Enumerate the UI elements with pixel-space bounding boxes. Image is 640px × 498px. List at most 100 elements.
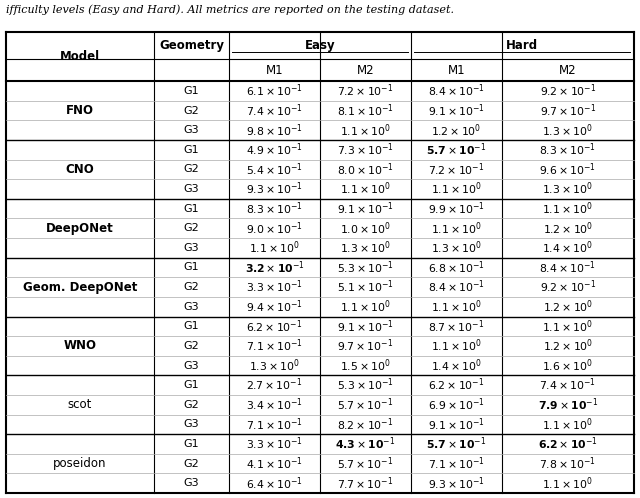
Text: ifficulty levels (Easy and Hard). All metrics are reported on the testing datase: ifficulty levels (Easy and Hard). All me… xyxy=(6,4,454,15)
Text: $1.1 \times 10^{0}$: $1.1 \times 10^{0}$ xyxy=(249,240,300,256)
Text: M2: M2 xyxy=(559,64,577,77)
Text: $1.5 \times 10^{0}$: $1.5 \times 10^{0}$ xyxy=(340,357,391,374)
Text: $1.1 \times 10^{0}$: $1.1 \times 10^{0}$ xyxy=(340,181,391,197)
Text: $1.1 \times 10^{0}$: $1.1 \times 10^{0}$ xyxy=(340,298,391,315)
Text: $1.1 \times 10^{0}$: $1.1 \times 10^{0}$ xyxy=(542,475,593,492)
Text: $6.1 \times 10^{-1}$: $6.1 \times 10^{-1}$ xyxy=(246,83,303,99)
Text: $8.4 \times 10^{-1}$: $8.4 \times 10^{-1}$ xyxy=(540,259,596,276)
Text: CNO: CNO xyxy=(66,163,95,176)
Text: G3: G3 xyxy=(184,302,199,312)
Text: $1.4 \times 10^{0}$: $1.4 \times 10^{0}$ xyxy=(542,240,593,256)
Text: $9.1 \times 10^{-1}$: $9.1 \times 10^{-1}$ xyxy=(337,318,394,335)
Text: $8.1 \times 10^{-1}$: $8.1 \times 10^{-1}$ xyxy=(337,102,394,119)
Text: $9.3 \times 10^{-1}$: $9.3 \times 10^{-1}$ xyxy=(246,181,303,197)
Text: $6.2 \times 10^{-1}$: $6.2 \times 10^{-1}$ xyxy=(428,377,484,393)
Text: G2: G2 xyxy=(184,106,199,116)
Text: $9.3 \times 10^{-1}$: $9.3 \times 10^{-1}$ xyxy=(428,475,485,492)
Text: $8.0 \times 10^{-1}$: $8.0 \times 10^{-1}$ xyxy=(337,161,394,178)
Text: poseidon: poseidon xyxy=(53,457,107,470)
Text: $9.1 \times 10^{-1}$: $9.1 \times 10^{-1}$ xyxy=(428,416,485,433)
Text: $6.4 \times 10^{-1}$: $6.4 \times 10^{-1}$ xyxy=(246,475,303,492)
Text: G1: G1 xyxy=(184,439,199,449)
Text: $1.2 \times 10^{0}$: $1.2 \times 10^{0}$ xyxy=(431,122,481,138)
Text: $5.7 \times 10^{-1}$: $5.7 \times 10^{-1}$ xyxy=(337,396,394,413)
Text: $9.7 \times 10^{-1}$: $9.7 \times 10^{-1}$ xyxy=(540,102,596,119)
Text: M1: M1 xyxy=(447,64,465,77)
Text: $7.1 \times 10^{-1}$: $7.1 \times 10^{-1}$ xyxy=(428,455,485,472)
Text: G3: G3 xyxy=(184,243,199,253)
Text: $8.3 \times 10^{-1}$: $8.3 \times 10^{-1}$ xyxy=(540,141,596,158)
Text: G2: G2 xyxy=(184,164,199,174)
Text: $1.1 \times 10^{0}$: $1.1 \times 10^{0}$ xyxy=(542,200,593,217)
Text: $1.6 \times 10^{0}$: $1.6 \times 10^{0}$ xyxy=(542,357,593,374)
Text: $9.8 \times 10^{-1}$: $9.8 \times 10^{-1}$ xyxy=(246,122,303,138)
Text: $9.4 \times 10^{-1}$: $9.4 \times 10^{-1}$ xyxy=(246,298,303,315)
Text: G2: G2 xyxy=(184,459,199,469)
Text: $1.1 \times 10^{0}$: $1.1 \times 10^{0}$ xyxy=(542,416,593,433)
Text: $7.4 \times 10^{-1}$: $7.4 \times 10^{-1}$ xyxy=(540,377,596,393)
Text: $7.1 \times 10^{-1}$: $7.1 \times 10^{-1}$ xyxy=(246,338,303,354)
Text: $\mathbf{5.7} \times \mathbf{10}^{-1}$: $\mathbf{5.7} \times \mathbf{10}^{-1}$ xyxy=(426,436,486,452)
Text: $5.3 \times 10^{-1}$: $5.3 \times 10^{-1}$ xyxy=(337,259,394,276)
Text: $9.1 \times 10^{-1}$: $9.1 \times 10^{-1}$ xyxy=(337,200,394,217)
Text: $1.1 \times 10^{0}$: $1.1 \times 10^{0}$ xyxy=(340,122,391,138)
Text: $1.2 \times 10^{0}$: $1.2 \times 10^{0}$ xyxy=(543,220,593,237)
Text: $8.3 \times 10^{-1}$: $8.3 \times 10^{-1}$ xyxy=(246,200,303,217)
Text: $4.9 \times 10^{-1}$: $4.9 \times 10^{-1}$ xyxy=(246,141,303,158)
Text: $6.8 \times 10^{-1}$: $6.8 \times 10^{-1}$ xyxy=(428,259,485,276)
Text: $6.9 \times 10^{-1}$: $6.9 \times 10^{-1}$ xyxy=(428,396,485,413)
Text: G3: G3 xyxy=(184,478,199,488)
Text: G3: G3 xyxy=(184,361,199,371)
Text: $3.3 \times 10^{-1}$: $3.3 \times 10^{-1}$ xyxy=(246,436,303,452)
Text: G1: G1 xyxy=(184,204,199,214)
Text: $5.7 \times 10^{-1}$: $5.7 \times 10^{-1}$ xyxy=(337,455,394,472)
Text: $8.7 \times 10^{-1}$: $8.7 \times 10^{-1}$ xyxy=(428,318,484,335)
Text: $7.1 \times 10^{-1}$: $7.1 \times 10^{-1}$ xyxy=(246,416,303,433)
Text: Hard: Hard xyxy=(506,39,538,52)
Text: $\mathbf{7.9} \times \mathbf{10}^{-1}$: $\mathbf{7.9} \times \mathbf{10}^{-1}$ xyxy=(538,396,598,413)
Text: G3: G3 xyxy=(184,419,199,429)
Text: $7.2 \times 10^{-1}$: $7.2 \times 10^{-1}$ xyxy=(428,161,484,178)
Text: G1: G1 xyxy=(184,321,199,331)
Text: $5.4 \times 10^{-1}$: $5.4 \times 10^{-1}$ xyxy=(246,161,303,178)
Text: $4.1 \times 10^{-1}$: $4.1 \times 10^{-1}$ xyxy=(246,455,303,472)
Text: G3: G3 xyxy=(184,184,199,194)
Text: Easy: Easy xyxy=(305,39,335,52)
Text: G1: G1 xyxy=(184,145,199,155)
Text: G2: G2 xyxy=(184,341,199,351)
Text: $1.1 \times 10^{0}$: $1.1 \times 10^{0}$ xyxy=(542,318,593,335)
Text: G3: G3 xyxy=(184,125,199,135)
Text: $1.1 \times 10^{0}$: $1.1 \times 10^{0}$ xyxy=(431,181,482,197)
Text: $\mathbf{6.2} \times \mathbf{10}^{-1}$: $\mathbf{6.2} \times \mathbf{10}^{-1}$ xyxy=(538,436,598,452)
Text: $\mathbf{3.2} \times \mathbf{10}^{-1}$: $\mathbf{3.2} \times \mathbf{10}^{-1}$ xyxy=(244,259,305,276)
Text: Model: Model xyxy=(60,50,100,63)
Text: $1.4 \times 10^{0}$: $1.4 \times 10^{0}$ xyxy=(431,357,482,374)
Text: $9.7 \times 10^{-1}$: $9.7 \times 10^{-1}$ xyxy=(337,338,394,354)
Text: $1.3 \times 10^{0}$: $1.3 \times 10^{0}$ xyxy=(431,240,482,256)
Text: DeepONet: DeepONet xyxy=(46,222,114,235)
Text: M1: M1 xyxy=(266,64,284,77)
Text: $3.4 \times 10^{-1}$: $3.4 \times 10^{-1}$ xyxy=(246,396,303,413)
Text: $7.7 \times 10^{-1}$: $7.7 \times 10^{-1}$ xyxy=(337,475,394,492)
Text: $1.3 \times 10^{0}$: $1.3 \times 10^{0}$ xyxy=(249,357,300,374)
Text: $1.1 \times 10^{0}$: $1.1 \times 10^{0}$ xyxy=(431,220,482,237)
Text: $1.2 \times 10^{0}$: $1.2 \times 10^{0}$ xyxy=(543,338,593,354)
Text: $1.2 \times 10^{0}$: $1.2 \times 10^{0}$ xyxy=(543,298,593,315)
Text: scot: scot xyxy=(68,398,92,411)
Text: Geom. DeepONet: Geom. DeepONet xyxy=(23,280,138,294)
Text: FNO: FNO xyxy=(66,104,94,117)
Text: $5.3 \times 10^{-1}$: $5.3 \times 10^{-1}$ xyxy=(337,377,394,393)
Text: $9.2 \times 10^{-1}$: $9.2 \times 10^{-1}$ xyxy=(540,279,596,295)
Text: $2.7 \times 10^{-1}$: $2.7 \times 10^{-1}$ xyxy=(246,377,303,393)
Text: $1.1 \times 10^{0}$: $1.1 \times 10^{0}$ xyxy=(431,338,482,354)
Text: Geometry: Geometry xyxy=(159,39,224,52)
Text: G1: G1 xyxy=(184,262,199,272)
Text: $\mathbf{5.7} \times \mathbf{10}^{-1}$: $\mathbf{5.7} \times \mathbf{10}^{-1}$ xyxy=(426,141,486,158)
Text: G2: G2 xyxy=(184,282,199,292)
Text: $1.0 \times 10^{0}$: $1.0 \times 10^{0}$ xyxy=(340,220,391,237)
Text: $1.3 \times 10^{0}$: $1.3 \times 10^{0}$ xyxy=(542,181,593,197)
Text: M2: M2 xyxy=(356,64,374,77)
Text: $9.6 \times 10^{-1}$: $9.6 \times 10^{-1}$ xyxy=(540,161,596,178)
Text: G1: G1 xyxy=(184,380,199,390)
Text: $8.2 \times 10^{-1}$: $8.2 \times 10^{-1}$ xyxy=(337,416,394,433)
